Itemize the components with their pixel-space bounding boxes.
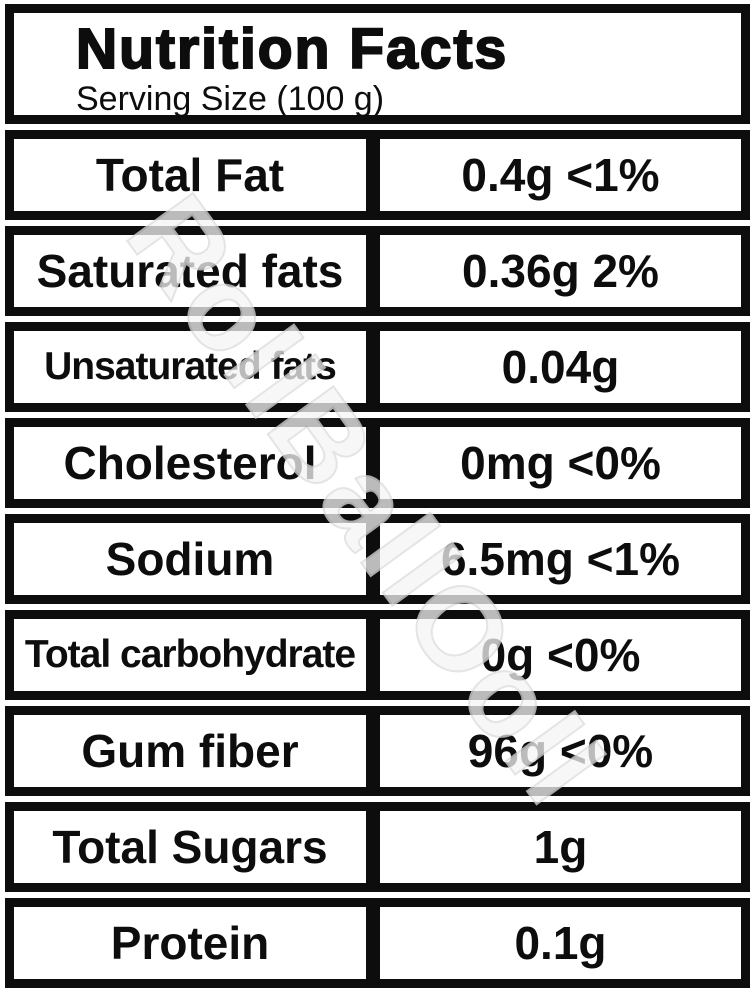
nutrient-value: 0.36g 2% bbox=[373, 226, 750, 316]
nutrient-value: 0mg <0% bbox=[373, 418, 750, 508]
nutrient-row-total-fat: Total Fat 0.4g <1% bbox=[5, 130, 750, 220]
nutrient-value: 96g <0% bbox=[373, 706, 750, 796]
nutrient-row-sodium: Sodium 6.5mg <1% bbox=[5, 514, 750, 604]
nutrient-name: Cholesterol bbox=[5, 418, 373, 508]
label-header: Nutrition Facts Serving Size (100 g) bbox=[5, 4, 750, 124]
nutrient-name: Saturated fats bbox=[5, 226, 373, 316]
nutrient-name: Total Fat bbox=[5, 130, 373, 220]
nutrient-row-saturated-fats: Saturated fats 0.36g 2% bbox=[5, 226, 750, 316]
nutrition-label: Nutrition Facts Serving Size (100 g) Tot… bbox=[5, 4, 750, 994]
nutrient-name: Sodium bbox=[5, 514, 373, 604]
nutrient-value: 0g <0% bbox=[373, 610, 750, 700]
serving-size: Serving Size (100 g) bbox=[76, 80, 385, 118]
nutrient-row-unsaturated-fats: Unsaturated fats 0.04g bbox=[5, 322, 750, 412]
nutrient-value: 6.5mg <1% bbox=[373, 514, 750, 604]
nutrient-row-cholesterol: Cholesterol 0mg <0% bbox=[5, 418, 750, 508]
nutrient-name: Unsaturated fats bbox=[5, 322, 373, 412]
nutrient-value: 0.4g <1% bbox=[373, 130, 750, 220]
nutrient-row-total-carbohydrate: Total carbohydrate 0g <0% bbox=[5, 610, 750, 700]
nutrient-row-protein: Protein 0.1g bbox=[5, 898, 750, 988]
nutrient-value: 0.04g bbox=[373, 322, 750, 412]
nutrient-row-gum-fiber: Gum fiber 96g <0% bbox=[5, 706, 750, 796]
nutrient-value: 0.1g bbox=[373, 898, 750, 988]
nutrient-value: 1g bbox=[373, 802, 750, 892]
nutrient-name: Protein bbox=[5, 898, 373, 988]
nutrient-row-total-sugars: Total Sugars 1g bbox=[5, 802, 750, 892]
label-title: Nutrition Facts bbox=[75, 17, 509, 81]
nutrient-name: Total carbohydrate bbox=[5, 610, 373, 700]
nutrient-name: Total Sugars bbox=[5, 802, 373, 892]
nutrient-name: Gum fiber bbox=[5, 706, 373, 796]
